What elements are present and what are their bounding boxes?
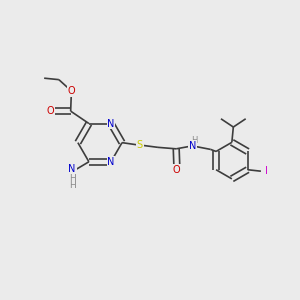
Text: N: N xyxy=(107,157,115,167)
Text: I: I xyxy=(265,166,268,176)
Text: O: O xyxy=(68,86,75,96)
Text: N: N xyxy=(107,118,115,128)
Text: O: O xyxy=(46,106,54,116)
Text: N: N xyxy=(189,141,196,151)
Text: H: H xyxy=(69,182,76,190)
Text: N: N xyxy=(68,164,76,174)
Text: O: O xyxy=(173,165,181,175)
Text: S: S xyxy=(136,140,143,150)
Text: H: H xyxy=(192,136,198,146)
Text: H: H xyxy=(69,174,76,183)
